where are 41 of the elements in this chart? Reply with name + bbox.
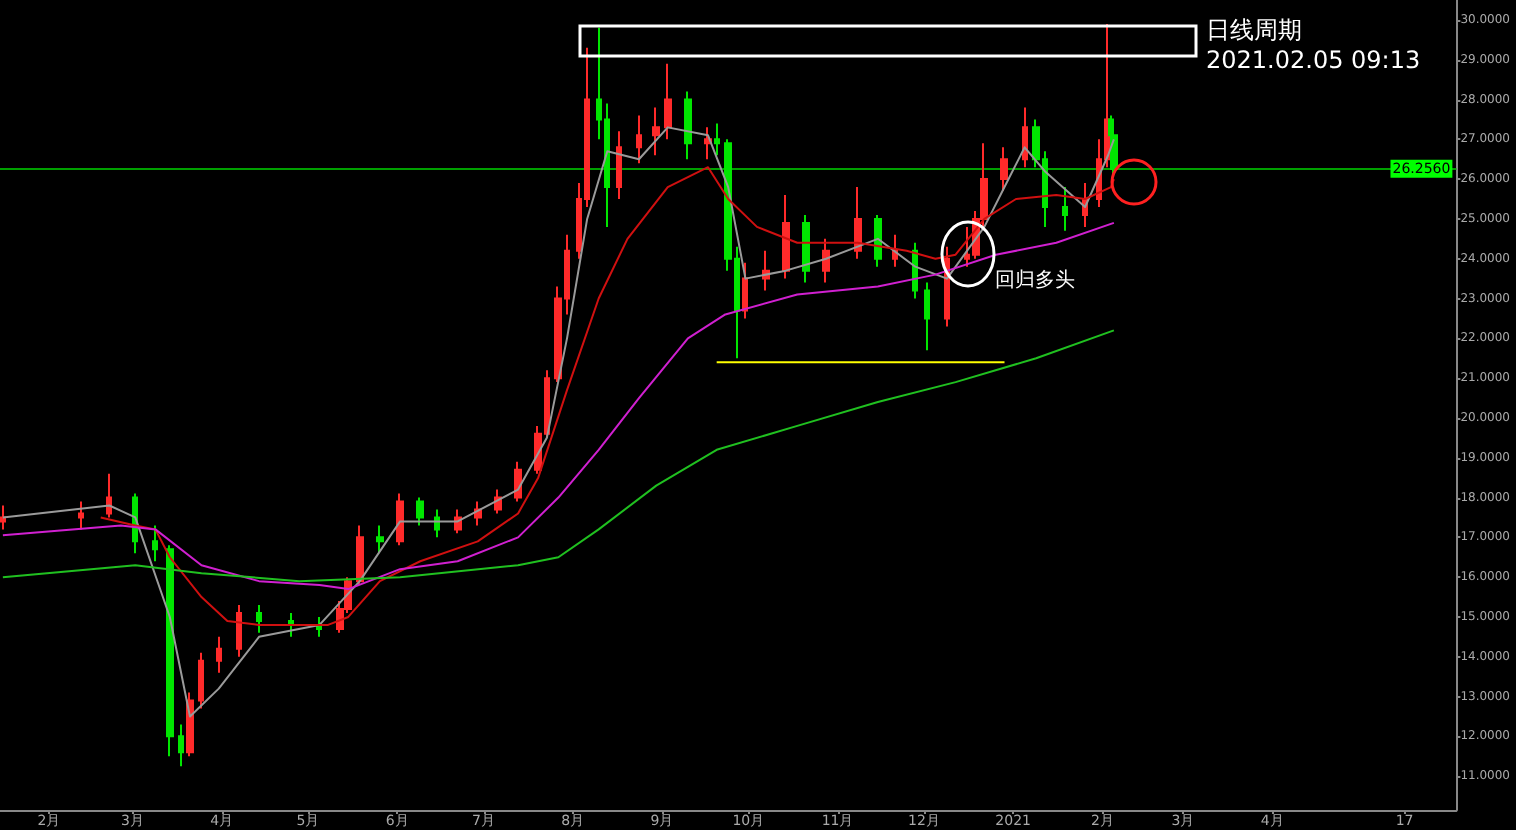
candlestick xyxy=(376,524,384,555)
candlestick xyxy=(1022,106,1028,169)
candlestick xyxy=(152,524,158,563)
candlestick xyxy=(636,114,642,165)
candlestick xyxy=(802,213,810,284)
text: 日线周期 xyxy=(1206,16,1302,44)
candlestick xyxy=(216,635,222,674)
line-series xyxy=(1,329,1115,583)
candlestick xyxy=(78,500,84,531)
candlestick xyxy=(396,492,404,547)
candlestick xyxy=(652,106,660,157)
candlestick xyxy=(714,122,720,157)
candlestick xyxy=(416,496,424,527)
candlestick xyxy=(288,611,294,638)
annotation: 回归多头 xyxy=(995,267,1076,292)
candlestick xyxy=(1062,186,1068,232)
candlestick xyxy=(892,233,898,268)
candlestick xyxy=(0,504,6,531)
candlestick xyxy=(924,281,930,352)
candlestick xyxy=(854,186,862,260)
candlestick xyxy=(742,261,748,320)
candlestick xyxy=(874,213,882,268)
candlestick xyxy=(256,604,262,634)
candlestick xyxy=(316,615,322,638)
candlestick xyxy=(178,723,184,768)
candlestick xyxy=(514,460,522,503)
candlestick xyxy=(166,544,174,758)
candlestick xyxy=(198,651,204,710)
candlestick xyxy=(782,194,790,280)
line-series xyxy=(1,126,1115,718)
line-series xyxy=(1,221,1115,591)
candlestick xyxy=(106,472,112,519)
candlestick xyxy=(704,126,712,161)
candlestick xyxy=(616,130,622,201)
candlestick xyxy=(236,604,242,658)
candlestick xyxy=(356,524,364,587)
candlestick xyxy=(1000,146,1008,193)
candlestick xyxy=(664,62,672,141)
candlestick xyxy=(684,90,692,161)
candlestick xyxy=(822,237,830,284)
text: 2021.02.05 09:13 xyxy=(1206,46,1421,74)
